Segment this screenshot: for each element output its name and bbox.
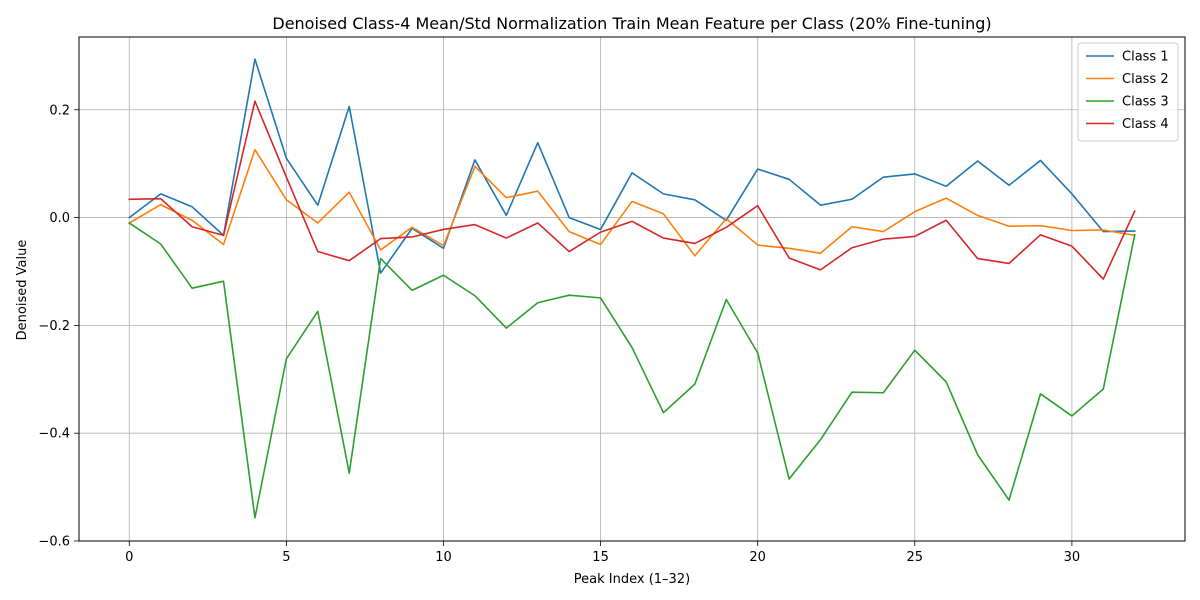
x-axis-ticks: 0 5 10 15 20 25 30	[125, 541, 1080, 565]
x-tick-label: 15	[592, 550, 609, 565]
x-tick-label: 0	[125, 550, 133, 565]
y-tick-label: −0.2	[38, 319, 70, 334]
legend-label: Class 4	[1122, 117, 1169, 132]
legend-label: Class 2	[1122, 72, 1169, 87]
x-tick-label: 20	[749, 550, 766, 565]
series-lines	[128, 58, 1136, 519]
legend-box	[1077, 42, 1179, 142]
series-line-class-2	[128, 148, 1136, 257]
y-tick-label: −0.6	[38, 535, 70, 550]
legend-label: Class 3	[1122, 95, 1169, 110]
plot-area-frame	[78, 36, 1186, 542]
x-tick-label: 5	[282, 550, 290, 565]
series-line-class-4	[128, 100, 1136, 280]
y-tick-label: 0.0	[49, 211, 70, 226]
y-tick-label: 0.2	[49, 103, 70, 118]
y-tick-label: −0.4	[38, 427, 70, 442]
series-line-class-3	[128, 221, 1136, 519]
y-axis-label: Denoised Value	[15, 240, 30, 341]
grid	[79, 37, 1185, 542]
x-tick-label: 25	[907, 550, 924, 565]
x-tick-label: 10	[435, 550, 452, 565]
y-axis-ticks: −0.6 −0.4 −0.2 0.0 0.2	[38, 103, 79, 550]
chart-title: Denoised Class-4 Mean/Std Normalization …	[272, 14, 991, 33]
series-line-class-1	[128, 58, 1136, 274]
x-tick-label: 30	[1064, 550, 1081, 565]
legend-label: Class 1	[1122, 50, 1169, 65]
legend: Class 1 Class 2 Class 3 Class 4	[1077, 42, 1179, 142]
x-axis-label: Peak Index (1–32)	[574, 572, 690, 587]
